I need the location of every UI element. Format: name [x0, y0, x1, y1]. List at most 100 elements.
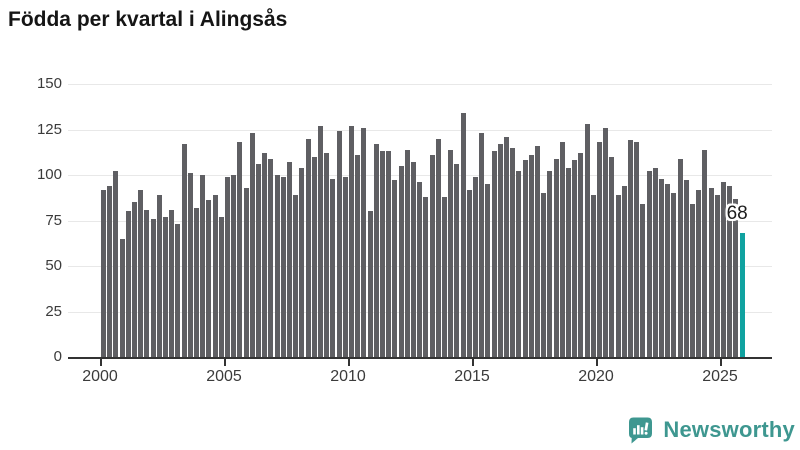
- bar-2019-q2: [578, 153, 584, 357]
- bar-2024-q4: [714, 195, 720, 357]
- bar-2017-q1: [522, 160, 528, 357]
- bar-2010-q3: [361, 127, 367, 357]
- bar-2005-q4: [243, 187, 249, 357]
- bar-2014-q3: [460, 113, 466, 357]
- x-tick-2005: [224, 359, 226, 366]
- y-tick-label-100: 100: [36, 166, 62, 183]
- bar-2024-q2: [702, 149, 708, 357]
- x-tick-label-2025: 2025: [702, 368, 738, 385]
- bar-2024-q1: [696, 189, 702, 357]
- bar-2010-q4: [367, 211, 373, 357]
- y-tick-label-25: 25: [45, 302, 62, 320]
- bar-2018-q1: [547, 171, 553, 357]
- bar-2025-q2: [727, 185, 733, 357]
- bar-2019-q1: [572, 160, 578, 357]
- bar-2007-q1: [274, 175, 280, 357]
- chart-title: Födda per kvartal i Alingsås: [8, 8, 288, 31]
- bar-2023-q4: [690, 204, 695, 357]
- bar-2019-q4: [590, 195, 596, 357]
- bar-2023-q2: [677, 158, 683, 357]
- bar-2025-q1: [721, 182, 726, 357]
- bar-2024-q3: [708, 187, 714, 357]
- bar-2005-q3: [237, 142, 243, 357]
- bar-2013-q3: [435, 138, 441, 357]
- bar-2000-q2: [107, 185, 113, 357]
- bar-2002-q3: [163, 216, 168, 357]
- x-tick-2025: [720, 359, 722, 366]
- x-tick-label-2005: 2005: [206, 368, 242, 385]
- bar-2001-q4: [144, 209, 150, 357]
- bar-2009-q3: [336, 131, 342, 357]
- bar-2014-q2: [454, 164, 460, 357]
- bar-2004-q1: [200, 175, 206, 357]
- bar-2008-q3: [311, 156, 317, 357]
- y-tick-label-75: 75: [45, 211, 62, 229]
- bar-2017-q2: [528, 154, 534, 357]
- x-tick-label-2000: 2000: [82, 368, 118, 385]
- newsworthy-logo[interactable]: Newsworthy: [626, 415, 795, 444]
- gridline-150: [68, 84, 772, 85]
- bar-2011-q2: [380, 151, 385, 357]
- bar-2008-q4: [318, 125, 323, 357]
- bar-2015-q4: [491, 151, 497, 357]
- bar-2022-q3: [659, 178, 664, 357]
- bar-2022-q1: [646, 171, 652, 357]
- bar-2021-q2: [628, 140, 633, 357]
- bar-2021-q3: [634, 142, 640, 357]
- bar-2001-q1: [125, 211, 131, 357]
- x-tick-label-2015: 2015: [454, 368, 490, 385]
- bar-2003-q2: [181, 144, 187, 357]
- x-tick-2000: [100, 359, 102, 366]
- bar-2016-q1: [497, 144, 503, 357]
- bar-2000-q3: [113, 171, 119, 357]
- bar-2020-q2: [603, 127, 609, 357]
- bar-2012-q1: [398, 165, 404, 357]
- y-tick-label-50: 50: [45, 257, 62, 274]
- bar-2016-q2: [504, 136, 509, 357]
- bar-2015-q3: [485, 184, 491, 357]
- bar-2001-q3: [138, 189, 144, 357]
- bar-2014-q1: [448, 149, 454, 357]
- x-tick-2020: [596, 359, 598, 366]
- bar-2025-q3: [733, 198, 739, 357]
- bar-2007-q2: [280, 176, 286, 357]
- bar-2001-q2: [132, 202, 137, 357]
- bar-2000-q1: [101, 189, 106, 357]
- bar-2008-q1: [299, 167, 305, 357]
- bar-2005-q1: [225, 176, 230, 357]
- bar-2009-q4: [342, 176, 348, 357]
- bar-2025-q4: [739, 233, 745, 357]
- bar-2020-q3: [609, 156, 615, 357]
- newsworthy-bar-chart-bubble-icon: [626, 415, 655, 444]
- bar-2014-q4: [466, 189, 472, 357]
- bar-2015-q2: [479, 133, 485, 357]
- bar-2013-q2: [429, 154, 435, 357]
- bar-2006-q4: [268, 158, 274, 357]
- bar-2003-q4: [194, 207, 199, 357]
- bar-2003-q1: [175, 224, 181, 357]
- bar-2011-q1: [373, 144, 379, 357]
- y-tick-label-125: 125: [36, 120, 62, 138]
- bar-2015-q1: [473, 176, 478, 357]
- bar-2018-q4: [566, 167, 571, 357]
- bar-2022-q4: [665, 184, 671, 357]
- bar-2016-q3: [510, 147, 516, 357]
- newsworthy-logo-text: Newsworthy: [663, 416, 795, 442]
- bar-2012-q4: [417, 182, 423, 357]
- bar-2009-q2: [330, 178, 336, 357]
- x-tick-label-2020: 2020: [578, 368, 614, 385]
- bar-2002-q4: [169, 209, 175, 357]
- bar-2016-q4: [516, 171, 522, 357]
- bar-2004-q2: [206, 200, 212, 357]
- x-tick-2015: [472, 359, 474, 366]
- bar-2003-q3: [187, 173, 193, 357]
- x-tick-2010: [348, 359, 350, 366]
- plot-area: [68, 84, 772, 357]
- bar-2012-q3: [411, 162, 416, 357]
- bar-2004-q4: [218, 216, 224, 357]
- y-tick-label-0: 0: [53, 348, 62, 365]
- x-axis-line: [68, 357, 772, 359]
- bar-2013-q1: [423, 196, 429, 357]
- bar-2020-q1: [597, 142, 602, 357]
